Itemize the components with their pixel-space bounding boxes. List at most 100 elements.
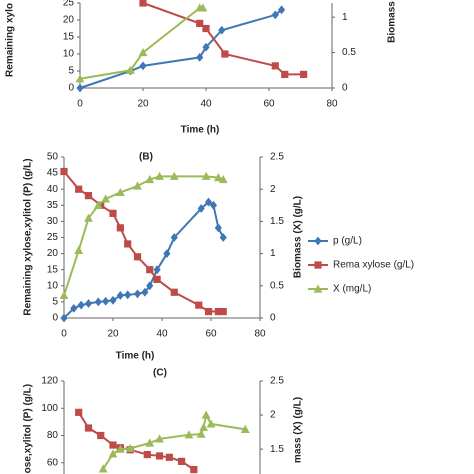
marker (115, 187, 125, 197)
y2-tick-label: 1.5 (270, 216, 284, 227)
y-tick-label: 5 (52, 297, 58, 308)
y-tick-label: 120 (41, 376, 58, 387)
x-tick-label: 40 (200, 99, 212, 110)
marker (214, 223, 222, 233)
y2-axis-label: Biomass (X) (g/L) (293, 196, 304, 278)
marker (75, 408, 83, 416)
marker (197, 204, 205, 213)
legend-label: p (g/L) (333, 236, 362, 247)
marker (143, 450, 151, 459)
y-tick-label: 10 (47, 280, 59, 291)
marker (196, 19, 204, 27)
marker (153, 265, 161, 275)
marker (59, 290, 69, 300)
marker (102, 296, 110, 306)
x-tick-label: 0 (77, 99, 83, 110)
marker (300, 70, 308, 78)
y-tick-label: 20 (63, 15, 75, 26)
chart-title: (B) (139, 152, 153, 163)
y2-tick-label: 2 (270, 410, 276, 421)
y-tick-label: 50 (47, 152, 59, 163)
y-tick-label: 25 (63, 0, 75, 9)
marker (108, 449, 118, 458)
y-tick-label: 15 (63, 32, 75, 43)
marker (60, 313, 68, 323)
y2-tick-label: 0 (342, 83, 348, 94)
y-tick-label: 20 (47, 248, 59, 259)
marker (84, 192, 93, 200)
marker (213, 173, 223, 182)
marker (109, 295, 117, 305)
marker (271, 62, 279, 70)
marker (199, 422, 209, 431)
marker (139, 0, 147, 7)
marker (196, 53, 204, 62)
y-tick-label: 0 (68, 83, 74, 94)
y-tick-label: 10 (63, 49, 75, 60)
marker (219, 233, 227, 242)
marker (218, 25, 226, 35)
x-tick-label: 60 (205, 329, 217, 340)
marker (133, 253, 142, 261)
x-tick-label: 80 (254, 329, 266, 340)
marker (98, 464, 108, 473)
marker (202, 42, 210, 52)
marker (169, 171, 179, 180)
marker (84, 213, 93, 222)
y-tick-label: 40 (47, 184, 59, 195)
marker (109, 441, 117, 449)
y2-tick-label: 1.5 (270, 444, 284, 455)
series-line (102, 412, 246, 470)
marker (201, 171, 211, 180)
marker (124, 240, 132, 248)
marker (155, 171, 164, 180)
marker (206, 419, 216, 428)
marker (190, 465, 198, 474)
marker (170, 233, 178, 242)
marker (124, 290, 132, 300)
y-axis-label: lose,xylitol (P) (g/L) (23, 384, 34, 474)
marker (165, 453, 173, 461)
marker (74, 245, 84, 254)
series-line (79, 9, 283, 89)
y-tick-label: 15 (47, 264, 59, 275)
marker (139, 61, 147, 71)
marker (201, 410, 211, 419)
x-tick-label: 20 (137, 99, 149, 110)
marker (184, 430, 194, 439)
y2-tick-label: 1 (342, 12, 348, 23)
x-tick-label: 80 (326, 99, 338, 110)
marker (198, 3, 208, 12)
marker (138, 47, 148, 57)
marker (209, 200, 218, 210)
x-axis-label: Time (h) (181, 125, 220, 136)
y-axis-label: Remaining xylose,xylitol (P) (g/L) (23, 158, 34, 315)
marker (240, 424, 250, 433)
y-tick-label: 30 (47, 216, 59, 227)
chart-title: (C) (153, 368, 167, 379)
y-axis-label: Remaining xylo (5, 3, 16, 77)
y2-axis-label: Biomass (387, 1, 398, 43)
y2-tick-label: 1 (270, 248, 276, 259)
y-tick-label: 5 (68, 66, 74, 77)
marker (75, 74, 85, 83)
x-tick-label: 20 (107, 329, 119, 340)
marker (271, 10, 279, 20)
y2-axis-label: mass (X) (g/L) (293, 397, 304, 463)
y2-tick-label: 0.5 (342, 47, 356, 58)
y-tick-label: 60 (47, 457, 59, 468)
y-tick-label: 35 (47, 200, 59, 211)
legend-label: X (mg/L) (333, 284, 371, 295)
marker (146, 281, 154, 291)
marker (125, 443, 135, 453)
y-tick-label: 45 (47, 168, 59, 179)
y-tick-label: 25 (47, 232, 59, 243)
y2-tick-label: 2 (270, 184, 276, 195)
marker (145, 174, 155, 184)
marker (218, 174, 228, 184)
y-tick-label: 0 (52, 313, 58, 324)
marker (70, 303, 78, 313)
marker (278, 5, 286, 15)
marker (153, 275, 161, 283)
